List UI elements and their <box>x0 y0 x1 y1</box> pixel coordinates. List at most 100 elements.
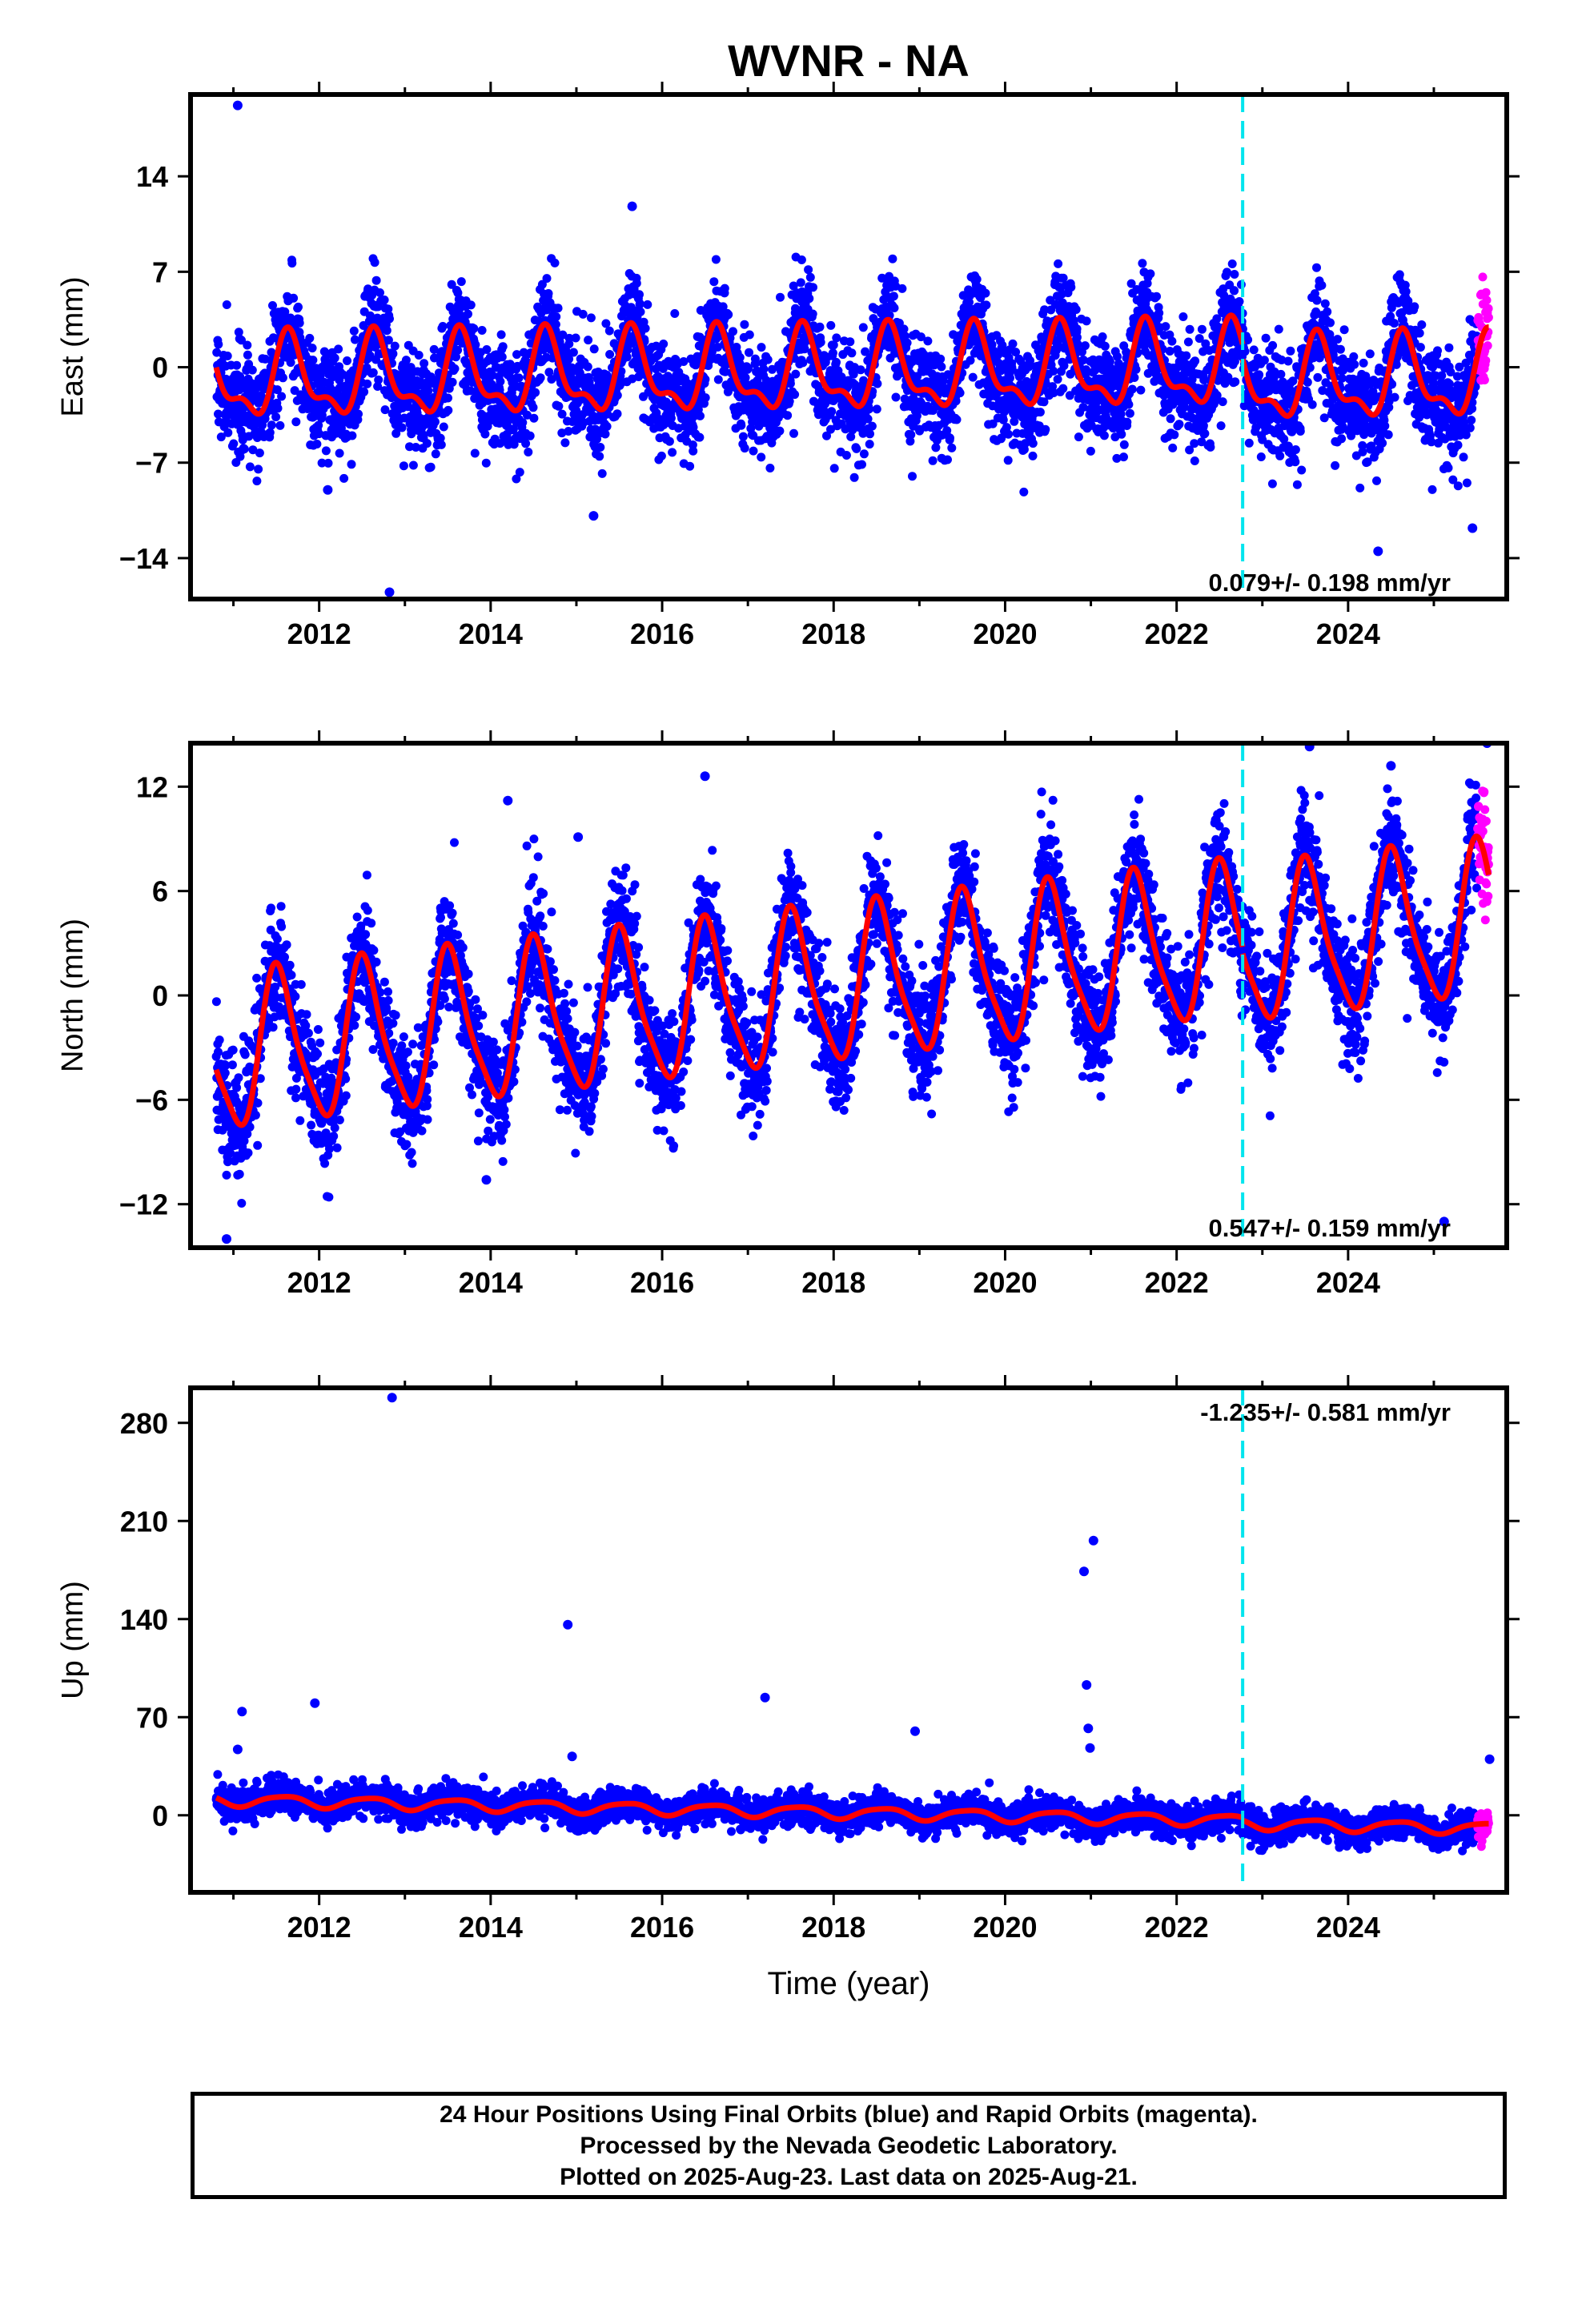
outlier-point <box>232 100 243 111</box>
final-orbit-point <box>317 458 327 468</box>
final-orbit-point <box>1006 373 1014 383</box>
final-orbit-point <box>972 275 982 284</box>
final-orbit-point <box>666 413 676 423</box>
final-orbit-point <box>480 429 490 439</box>
final-orbit-point <box>1276 369 1286 379</box>
final-orbit-point <box>865 440 874 449</box>
final-orbit-point <box>411 443 420 452</box>
final-orbit-point <box>371 275 381 285</box>
final-orbit-point <box>1337 434 1347 444</box>
final-orbit-point <box>216 432 226 442</box>
final-orbit-point <box>1444 343 1454 352</box>
outlier-point <box>627 201 637 211</box>
final-orbit-point <box>388 349 398 359</box>
east-panel: East (mm) 0.079+/- 0.198 mm/yr 2012 2014 2… <box>56 82 1520 650</box>
final-orbit-point <box>349 326 359 336</box>
final-orbit-point <box>685 461 695 471</box>
final-orbit-point <box>429 344 439 354</box>
final-orbit-point <box>1291 457 1300 467</box>
final-orbit-point <box>1166 414 1175 424</box>
final-orbit-point <box>214 340 223 349</box>
final-orbit-point <box>239 444 249 454</box>
final-orbit-point <box>1349 352 1359 361</box>
final-orbit-point <box>804 265 813 275</box>
final-orbit-point <box>1071 305 1081 314</box>
final-orbit-point <box>430 417 440 427</box>
final-orbit-point <box>571 333 580 343</box>
final-orbit-point <box>401 356 411 365</box>
final-orbit-point <box>1359 358 1368 368</box>
final-orbit-point <box>260 354 270 364</box>
final-orbit-point <box>1008 339 1018 348</box>
final-orbit-point <box>1401 287 1411 296</box>
final-orbit-point <box>1041 424 1050 434</box>
final-orbit-point <box>640 324 650 333</box>
final-orbit-point <box>740 444 749 453</box>
final-orbit-point <box>955 388 965 398</box>
final-orbit-point <box>1372 476 1381 485</box>
final-orbit-point <box>1167 336 1177 346</box>
final-orbit-point <box>584 336 593 345</box>
final-orbit-point <box>471 340 480 349</box>
final-orbit-point <box>531 388 540 397</box>
final-orbit-point <box>497 352 507 362</box>
final-orbit-point <box>596 443 605 452</box>
final-orbit-point <box>383 304 393 314</box>
final-orbit-point <box>229 439 239 448</box>
final-orbit-point <box>1223 267 1231 277</box>
final-orbit-point <box>1200 428 1210 438</box>
final-orbit-point <box>1053 375 1062 384</box>
final-orbit-point <box>805 294 814 304</box>
final-orbit-point <box>305 333 315 343</box>
final-orbit-point <box>604 326 614 336</box>
outlier-point <box>1468 523 1478 533</box>
final-orbit-point <box>737 420 746 430</box>
final-orbit-point <box>223 428 233 437</box>
final-orbit-point <box>783 411 793 420</box>
final-orbit-point <box>552 312 561 321</box>
final-orbit-point <box>1417 320 1427 329</box>
final-orbit-point <box>1443 463 1453 472</box>
final-orbit-point <box>347 460 356 469</box>
final-orbit-point <box>542 274 552 283</box>
final-orbit-point <box>709 277 719 287</box>
final-orbit-point <box>385 314 394 324</box>
final-orbit-point <box>553 304 563 313</box>
final-orbit-point <box>1099 431 1109 440</box>
final-orbit-point <box>602 422 612 431</box>
final-orbit-point <box>612 409 622 419</box>
final-orbit-point <box>798 358 808 368</box>
final-orbit-point <box>464 309 472 319</box>
final-orbit-point <box>865 404 874 414</box>
final-orbit-point <box>735 352 745 362</box>
final-orbit-point <box>592 434 601 444</box>
final-orbit-point <box>391 428 401 438</box>
final-orbit-point <box>1355 483 1365 493</box>
final-orbit-point <box>1206 442 1215 452</box>
final-orbit-point <box>289 293 299 303</box>
final-orbit-point <box>696 411 705 420</box>
final-orbit-point <box>243 340 252 350</box>
final-orbit-point <box>720 283 729 293</box>
final-orbit-point <box>382 326 391 336</box>
final-orbit-point <box>1004 429 1013 439</box>
final-orbit-point <box>1161 322 1170 332</box>
final-orbit-point <box>1019 487 1029 497</box>
final-orbit-point <box>1459 452 1468 462</box>
final-orbit-point <box>470 448 480 458</box>
final-orbit-point <box>557 409 567 419</box>
final-orbit-point <box>826 320 836 330</box>
final-orbit-point <box>498 342 508 352</box>
final-orbit-point <box>872 404 881 414</box>
final-orbit-point <box>537 279 547 289</box>
final-orbit-point <box>1335 344 1345 354</box>
final-orbit-point <box>1390 319 1399 328</box>
final-orbit-point <box>583 362 592 372</box>
final-orbit-point <box>745 348 753 357</box>
final-orbit-point <box>438 322 448 331</box>
final-orbit-point <box>408 460 418 470</box>
final-orbit-point <box>982 300 991 310</box>
final-orbit-point <box>363 284 373 294</box>
final-orbit-point <box>453 345 463 355</box>
final-orbit-point <box>536 373 545 383</box>
